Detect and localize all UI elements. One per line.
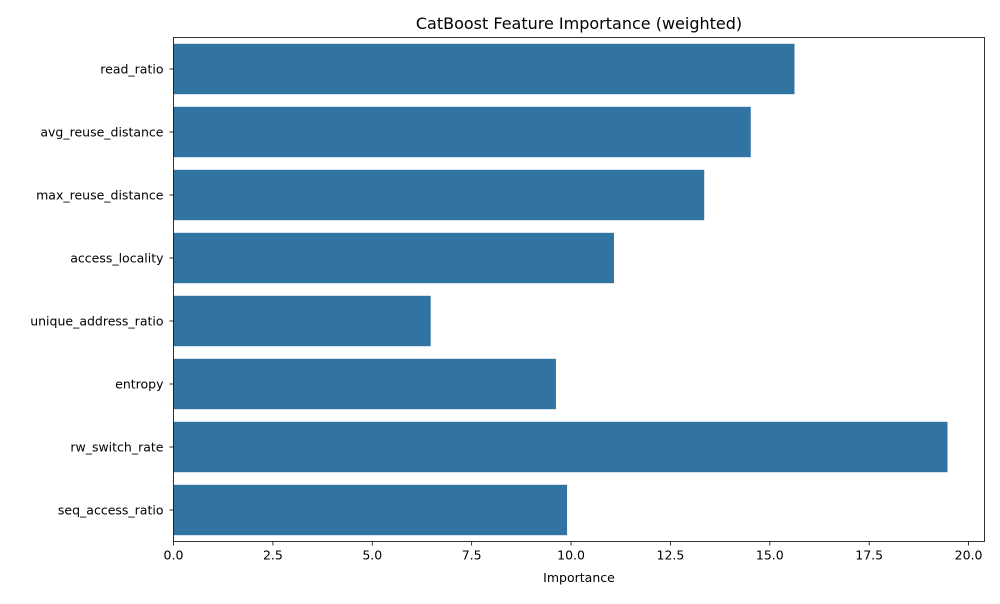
x-tick-label: 10.0	[557, 548, 585, 563]
y-tick-label: entropy	[115, 377, 164, 392]
x-axis-label: Importance	[543, 570, 615, 585]
x-tick-label: 0.0	[164, 548, 184, 563]
x-tick-label: 5.0	[362, 548, 382, 563]
bar-avg-reuse-distance	[173, 106, 751, 158]
y-tick-label: seq_access_ratio	[58, 503, 164, 518]
y-tick-label: read_ratio	[100, 62, 163, 77]
y-tick-label: unique_address_ratio	[30, 314, 163, 329]
bars-layer	[173, 43, 948, 536]
y-tick-label: max_reuse_distance	[36, 188, 164, 203]
x-axis-ticks: 0.0 2.5 5.0 7.5 10.0 12.5 15.0 17.5 20.0	[164, 541, 983, 563]
chart-title: CatBoost Feature Importance (weighted)	[416, 14, 742, 33]
x-tick-label: 12.5	[657, 548, 685, 563]
bar-rw-switch-rate	[173, 421, 948, 473]
y-axis-ticks: read_ratio avg_reuse_distance max_reuse_di…	[30, 62, 174, 518]
plot-frame	[173, 37, 985, 542]
y-tick-label: avg_reuse_distance	[40, 125, 163, 140]
x-tick-label: 17.5	[855, 548, 883, 563]
bar-access-locality	[173, 232, 614, 284]
x-tick-label: 2.5	[263, 548, 283, 563]
bar-seq-access-ratio	[173, 484, 568, 536]
x-tick-label: 15.0	[756, 548, 784, 563]
x-tick-label: 7.5	[462, 548, 482, 563]
bar-unique-address-ratio	[173, 295, 431, 347]
bar-max-reuse-distance	[173, 169, 705, 221]
y-tick-label: access_locality	[70, 251, 164, 266]
x-tick-label: 20.0	[955, 548, 983, 563]
y-tick-label: rw_switch_rate	[70, 440, 163, 455]
bar-read-ratio	[173, 43, 795, 95]
bar-entropy	[173, 358, 556, 410]
